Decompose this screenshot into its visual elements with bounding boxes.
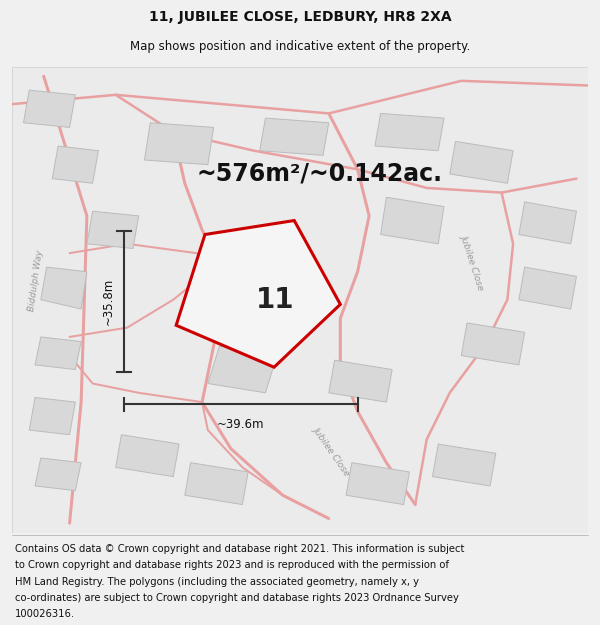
Polygon shape [461, 323, 524, 365]
Polygon shape [87, 211, 139, 249]
Text: Contains OS data © Crown copyright and database right 2021. This information is : Contains OS data © Crown copyright and d… [15, 544, 464, 554]
Text: HM Land Registry. The polygons (including the associated geometry, namely x, y: HM Land Registry. The polygons (includin… [15, 576, 419, 586]
Polygon shape [52, 146, 98, 183]
Text: ~576m²/~0.142ac.: ~576m²/~0.142ac. [196, 162, 442, 186]
Polygon shape [41, 267, 87, 309]
Polygon shape [519, 202, 577, 244]
Text: 11, JUBILEE CLOSE, LEDBURY, HR8 2XA: 11, JUBILEE CLOSE, LEDBURY, HR8 2XA [149, 11, 451, 24]
Text: Jubilee Close: Jubilee Close [311, 425, 352, 477]
Polygon shape [450, 141, 513, 183]
Text: co-ordinates) are subject to Crown copyright and database rights 2023 Ordnance S: co-ordinates) are subject to Crown copyr… [15, 593, 459, 603]
Polygon shape [225, 258, 277, 299]
Text: 11: 11 [256, 286, 295, 314]
Polygon shape [329, 360, 392, 402]
Polygon shape [375, 114, 444, 151]
Polygon shape [346, 462, 409, 504]
Polygon shape [185, 462, 248, 504]
Polygon shape [35, 458, 81, 491]
Text: Map shows position and indicative extent of the property.: Map shows position and indicative extent… [130, 41, 470, 53]
Polygon shape [433, 444, 496, 486]
Polygon shape [519, 267, 577, 309]
Polygon shape [23, 90, 76, 128]
Polygon shape [208, 346, 277, 393]
Text: to Crown copyright and database rights 2023 and is reproduced with the permissio: to Crown copyright and database rights 2… [15, 560, 449, 570]
Text: Jubilee Close: Jubilee Close [460, 234, 486, 291]
Text: Biddulph Way: Biddulph Way [28, 250, 45, 312]
Text: ~35.8m: ~35.8m [101, 278, 115, 325]
Polygon shape [380, 198, 444, 244]
Polygon shape [260, 118, 329, 156]
Polygon shape [29, 398, 76, 435]
Polygon shape [176, 221, 340, 368]
Text: ~39.6m: ~39.6m [217, 418, 265, 431]
Polygon shape [116, 435, 179, 477]
Text: 100026316.: 100026316. [15, 609, 75, 619]
Polygon shape [145, 122, 214, 164]
Polygon shape [35, 337, 81, 369]
